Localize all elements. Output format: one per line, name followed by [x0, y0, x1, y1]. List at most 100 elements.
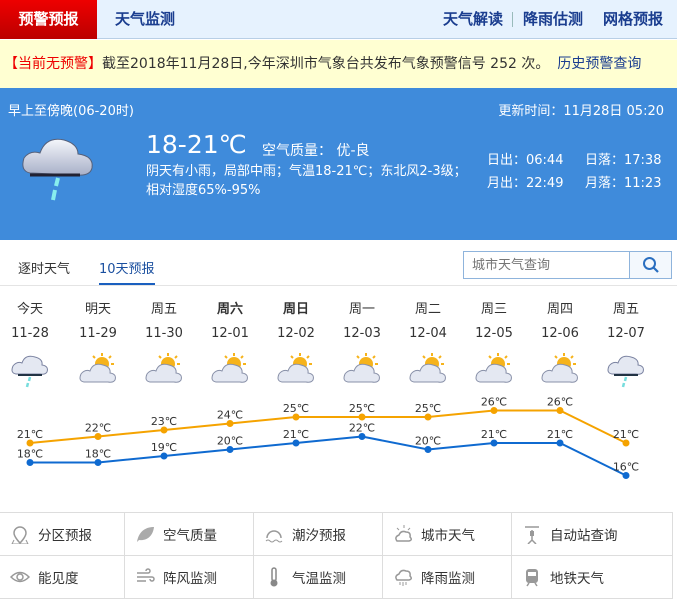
warning-text: 截至2018年11月28日,今年深圳市气象台共发布气象预警信号 252 次。: [102, 56, 550, 72]
partly-cloudy-icon: [210, 352, 250, 392]
forecast-day: 周一: [348, 302, 375, 317]
eye-icon: [10, 571, 30, 583]
service-tide[interactable]: 潮汐预报: [254, 513, 383, 556]
service-map-pin[interactable]: 分区预报: [0, 513, 125, 556]
forecast-day: 周日: [282, 302, 309, 317]
tab-warning-forecast[interactable]: 预警预报: [0, 0, 97, 39]
link-weather-interpret[interactable]: 天气解读: [443, 10, 504, 28]
period-label: 早上至傍晚(06-20时): [8, 104, 134, 119]
high-temp-label: 22℃: [85, 422, 111, 435]
low-temp-point: [160, 452, 168, 460]
thermometer-icon: [270, 567, 278, 587]
city-search-input[interactable]: [464, 252, 629, 278]
high-temp-point: [622, 439, 630, 447]
rain-icon: [10, 352, 50, 392]
weather-description: 阴天有小雨，局部中雨；气温18-21℃；东北风2-3级；相对湿度65%-95%: [146, 164, 467, 198]
high-temp-label: 25℃: [349, 402, 375, 415]
current-weather-panel: 早上至傍晚(06-20时) 更新时间：11月28日 05:20 18-21℃ 空…: [0, 88, 677, 240]
tab-ten-day[interactable]: 10天预报: [99, 258, 155, 285]
sunrise: 日出：06:44: [487, 153, 564, 168]
service-label: 潮汐预报: [292, 528, 346, 544]
service-rain-cloud[interactable]: 降雨监测: [383, 556, 512, 599]
high-temp-point: [556, 407, 564, 414]
sunset: 日落：17:38: [585, 153, 662, 168]
top-nav: 预警预报 天气监测 天气解读 降雨估测 网格预报: [0, 0, 677, 39]
warning-badge: 【当前无预警】: [4, 56, 102, 72]
forecast-day: 今天: [16, 302, 43, 317]
link-grid-forecast[interactable]: 网格预报: [603, 10, 664, 28]
moonrise: 月出：22:49: [487, 176, 564, 191]
service-label: 分区预报: [38, 528, 92, 544]
leaf-icon: [137, 527, 154, 542]
high-temp-label: 21℃: [17, 428, 43, 441]
high-temp-point: [160, 426, 168, 434]
divider: [512, 12, 513, 27]
forecast-date: 11-28: [11, 326, 49, 341]
high-temp-label: 25℃: [283, 402, 309, 415]
forecast-day: 周六: [216, 302, 243, 317]
high-temp-point: [94, 433, 102, 440]
services-grid: 分区预报 空气质量 潮汐预报 城市天气 自动站查询能见度 阵风监测 气温监测 降雨监测 地铁天气: [0, 512, 673, 599]
partly-cloudy-icon: [276, 352, 316, 392]
low-temp-point: [490, 439, 498, 447]
low-temp-label: 19℃: [151, 441, 177, 454]
low-temp-label: 20℃: [415, 435, 441, 448]
partly-cloudy-icon: [342, 352, 382, 392]
forecast-day: 周三: [480, 302, 507, 317]
forecast-date: 12-02: [277, 326, 315, 341]
low-temp-point: [26, 459, 34, 466]
history-warning-link[interactable]: 历史预警查询: [557, 56, 642, 72]
service-wind[interactable]: 阵风监测: [125, 556, 254, 599]
service-leaf[interactable]: 空气质量: [125, 513, 254, 556]
cloud-rain-icon: [22, 138, 93, 201]
service-station[interactable]: 自动站查询: [512, 513, 673, 556]
tab-hourly[interactable]: 逐时天气: [18, 262, 71, 277]
low-temp-label: 18℃: [17, 448, 43, 461]
warning-bar: 【当前无预警】截至2018年11月28日,今年深圳市气象台共发布气象预警信号 2…: [0, 40, 677, 88]
high-temp-label: 21℃: [613, 428, 639, 441]
tab-weather-monitor[interactable]: 天气监测: [115, 10, 176, 28]
search-button[interactable]: [629, 252, 671, 278]
partly-cloudy-icon: [474, 352, 514, 392]
low-temp-point: [358, 433, 366, 440]
low-temp-label: 22℃: [349, 422, 375, 435]
low-temp-label: 20℃: [217, 435, 243, 448]
search-icon: [642, 257, 659, 273]
service-city-weather[interactable]: 城市天气: [383, 513, 512, 556]
low-temp-point: [622, 472, 630, 479]
service-eye[interactable]: 能见度: [0, 556, 125, 599]
low-temp-label: 21℃: [547, 428, 573, 441]
service-label: 自动站查询: [550, 528, 618, 544]
high-temp-label: 26℃: [547, 396, 573, 409]
high-temp-line: [29, 409, 627, 444]
service-label: 降雨监测: [421, 571, 475, 587]
moonset: 月落：11:23: [585, 176, 662, 191]
partly-cloudy-icon: [408, 352, 448, 392]
service-train[interactable]: 地铁天气: [512, 556, 673, 599]
low-temp-label: 18℃: [85, 448, 111, 461]
forecast-date: 12-03: [343, 326, 381, 341]
forecast-date: 12-07: [607, 326, 645, 341]
forecast-date: 12-04: [409, 326, 447, 341]
link-rain-estimate[interactable]: 降雨估测: [523, 10, 584, 28]
forecast-date: 11-29: [79, 326, 117, 341]
service-label: 空气质量: [163, 528, 217, 544]
high-temp-label: 26℃: [481, 396, 507, 409]
tide-icon: [265, 530, 283, 543]
service-label: 气温监测: [292, 571, 346, 587]
service-thermometer[interactable]: 气温监测: [254, 556, 383, 599]
forecast-day: 周五: [150, 302, 177, 317]
low-temp-label: 16℃: [613, 461, 639, 474]
high-temp-point: [26, 439, 34, 447]
city-search: [463, 251, 672, 279]
high-temp-label: 25℃: [415, 402, 441, 415]
update-time: 更新时间：11月28日 05:20: [498, 104, 664, 119]
service-label: 地铁天气: [550, 571, 604, 587]
high-temp-label: 24℃: [217, 409, 243, 422]
forecast-day: 周四: [546, 302, 573, 317]
forecast-date: 12-01: [211, 326, 249, 341]
partly-cloudy-icon: [144, 352, 184, 392]
low-temp-point: [424, 446, 432, 453]
rain-cloud-icon: [395, 569, 413, 586]
service-label: 城市天气: [421, 528, 475, 544]
